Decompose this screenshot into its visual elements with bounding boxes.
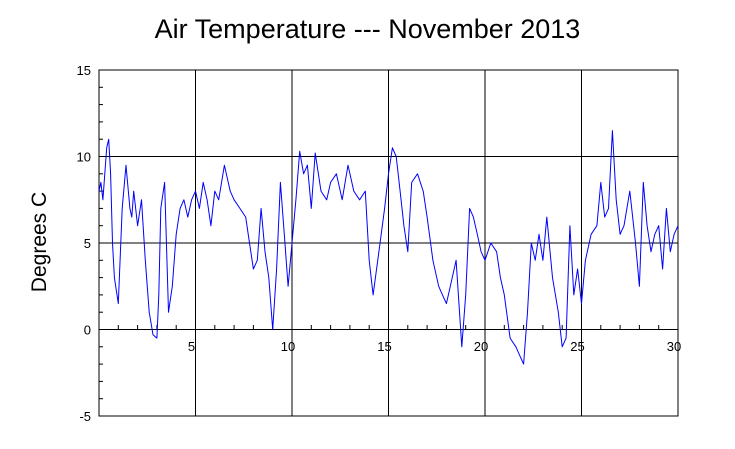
- x-tick-label: 10: [281, 339, 295, 354]
- y-tick-labels: -5 0 5 10 15: [77, 63, 91, 424]
- x-tick-label: 25: [570, 339, 584, 354]
- y-tick-label: 0: [84, 323, 91, 338]
- y-tick-label: -5: [79, 409, 91, 424]
- temperature-series-line: [98, 130, 679, 365]
- x-tick-label: 20: [474, 339, 488, 354]
- x-tick-label: 5: [188, 339, 195, 354]
- y-tick-label: 15: [77, 63, 91, 78]
- x-tick-label: 15: [377, 339, 391, 354]
- y-tick-label: 10: [77, 150, 91, 165]
- chart-title: Air Temperature --- November 2013: [154, 14, 581, 44]
- minor-ticks: [99, 69, 660, 417]
- y-tick-label: 5: [84, 236, 91, 251]
- series-layer: [98, 130, 679, 365]
- x-tick-labels: 5 10 15 20 25 30: [188, 339, 681, 354]
- x-tick-label: 30: [667, 339, 681, 354]
- grid-lines: [99, 69, 679, 417]
